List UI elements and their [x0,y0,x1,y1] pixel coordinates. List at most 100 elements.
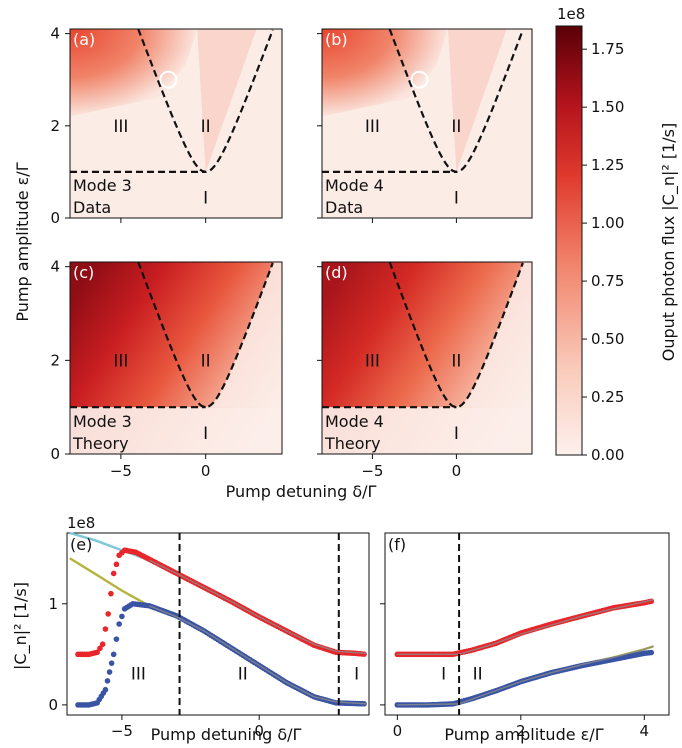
plot-frame [384,532,670,716]
model-line [397,645,654,706]
panel-letter: (c) [73,263,94,282]
y-tick-label: 4 [50,258,60,276]
heatmap-field [70,262,282,454]
model-line [149,559,367,655]
y-tick-label: 2 [50,351,60,369]
region-label-II: II [451,117,461,137]
line-panels: −5 001(e)III II I0 2 4(f)I II [48,531,670,740]
heatmap-tongue-shade [448,29,507,172]
colorbar-tick-label: 0.75 [591,272,624,290]
heatmap-outside-tongue [205,262,282,408]
data-point [102,686,109,693]
data-point [110,570,117,577]
heatmap-frame [69,28,283,219]
panel-letter: (b) [325,30,348,49]
data-point [97,645,103,652]
line-panel-e: −5 001(e)III II I [48,531,370,740]
data-point [102,626,109,632]
x-tick-label: −5 [110,462,132,480]
colorbar-offset: 1e8 [557,5,585,23]
data-point [108,590,114,597]
colorbar-tick-label: 0.50 [591,330,624,348]
top-ylabel: Pump amplitude ε/Γ [13,162,32,321]
model-line [149,605,367,705]
data-point [110,651,117,658]
x-tick-label: 0 [254,722,264,740]
heatmap-below-threshold [70,407,282,454]
heatmap-frame [321,261,533,455]
data-point [99,641,106,648]
panel-letter: (e) [70,535,92,554]
x-tick-label: −5 [111,722,133,740]
y-tick-label: 0 [50,209,60,227]
data-point [113,636,120,642]
region-label-III: III [131,665,146,685]
data-point [648,649,655,656]
source-label: Theory [324,434,381,453]
f-xlabel: Pump amplitude ε/Γ [444,725,603,744]
region-label-II: II [238,665,248,685]
colorbar-label: Ouput photon flux |C_n|² [1/s] [659,123,679,362]
heatmap-hot-region [70,29,198,117]
colorbar-tick-label: 1.25 [591,156,624,174]
x-tick-label: 0 [393,722,403,740]
region-label-I: I [454,424,459,444]
data-point [361,651,367,657]
top-xlabel: Pump detuning δ/Γ [226,482,377,501]
colorbar-tick-label: 0.00 [591,446,624,464]
region-label-II: II [201,117,211,137]
model-line [397,599,654,656]
x-tick-label: 4 [640,722,650,740]
x-tick-label: 0 [452,462,462,480]
y-tick-label: 0 [48,696,58,714]
mode-label: Mode 4 [325,176,384,195]
colorbar: 1e8 0.00 0.25 0.50 0.75 1.00 1.25 1.50 1.75 Oup… [555,5,679,464]
panel-letter: (d) [325,263,348,282]
region-label-III: III [365,117,380,137]
data-point [119,613,125,620]
region-label-III: III [365,351,380,371]
x-tick-label: 0 [201,462,211,480]
colorbar-tick-label: 1.00 [591,214,624,232]
y-tick-label: 4 [50,25,60,43]
region-label-III: III [113,117,128,137]
data-point [104,678,111,684]
data-point [94,649,100,656]
region-label-I: I [354,665,359,685]
colorbar-ticks: 0.00 0.25 0.50 0.75 1.00 1.25 1.50 1.75 [582,40,624,464]
colorbar-tick-label: 0.25 [591,388,624,406]
heatmap-tongue-shade [197,29,257,172]
colorbar-tick-label: 1.50 [591,98,624,116]
heatmap-field [322,29,524,174]
plot-frame [66,532,370,716]
x-tick-label: 2 [516,722,526,740]
source-label: Data [325,198,363,217]
x-tick-label: −5 [361,462,383,480]
source-label: Theory [72,434,129,453]
e-offset: 1e8 [67,514,95,532]
region-label-III: III [113,351,128,371]
heatmap-below-threshold [322,407,532,454]
region-label-I: I [441,665,446,685]
data-point [113,561,120,568]
heatmap-frame [69,261,283,455]
heatmap-field [322,262,532,454]
data-point [108,660,115,666]
mode-label: Mode 4 [325,412,384,431]
data-point [106,669,113,675]
marker-circle [159,70,178,89]
y-tick-label: 0 [50,445,60,463]
panel-letter: (f) [388,535,406,554]
mode-label: Mode 3 [73,412,132,431]
mode-label: Mode 3 [73,176,132,195]
region-label-II: II [201,351,211,371]
source-label: Data [73,198,111,217]
heatmap-frame [321,28,533,219]
e-ylabel: |C_n|² [1/s] [11,582,31,670]
